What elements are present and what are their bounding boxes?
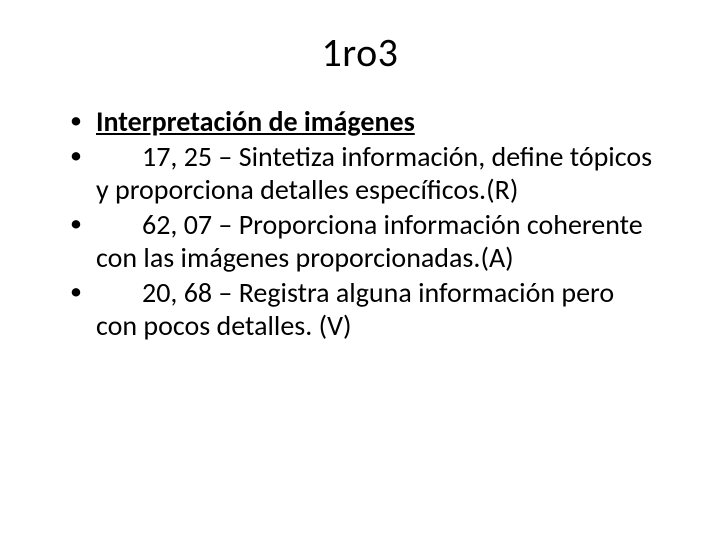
item-value: 62, 07 [142,207,212,242]
item-tag: (V) [319,308,352,343]
bullet-heading: Interpretación de imágenes [70,105,658,138]
bullet-item: 62, 07 – Proporciona información coheren… [70,208,658,274]
slide-title: 1ro3 [40,28,680,77]
slide: 1ro3 Interpretación de imágenes 17, 25 –… [0,0,720,540]
item-value: 17, 25 [142,139,212,174]
item-value: 20, 68 [142,275,212,310]
heading-text: Interpretación de imágenes [96,104,415,139]
bullet-item: 20, 68 – Registra alguna información per… [70,276,658,342]
bullet-item: 17, 25 – Sintetiza información, define t… [70,140,658,206]
item-tag: (A) [480,240,513,275]
item-tag: (R) [486,172,518,207]
bullet-list: Interpretación de imágenes 17, 25 – Sint… [40,105,680,342]
